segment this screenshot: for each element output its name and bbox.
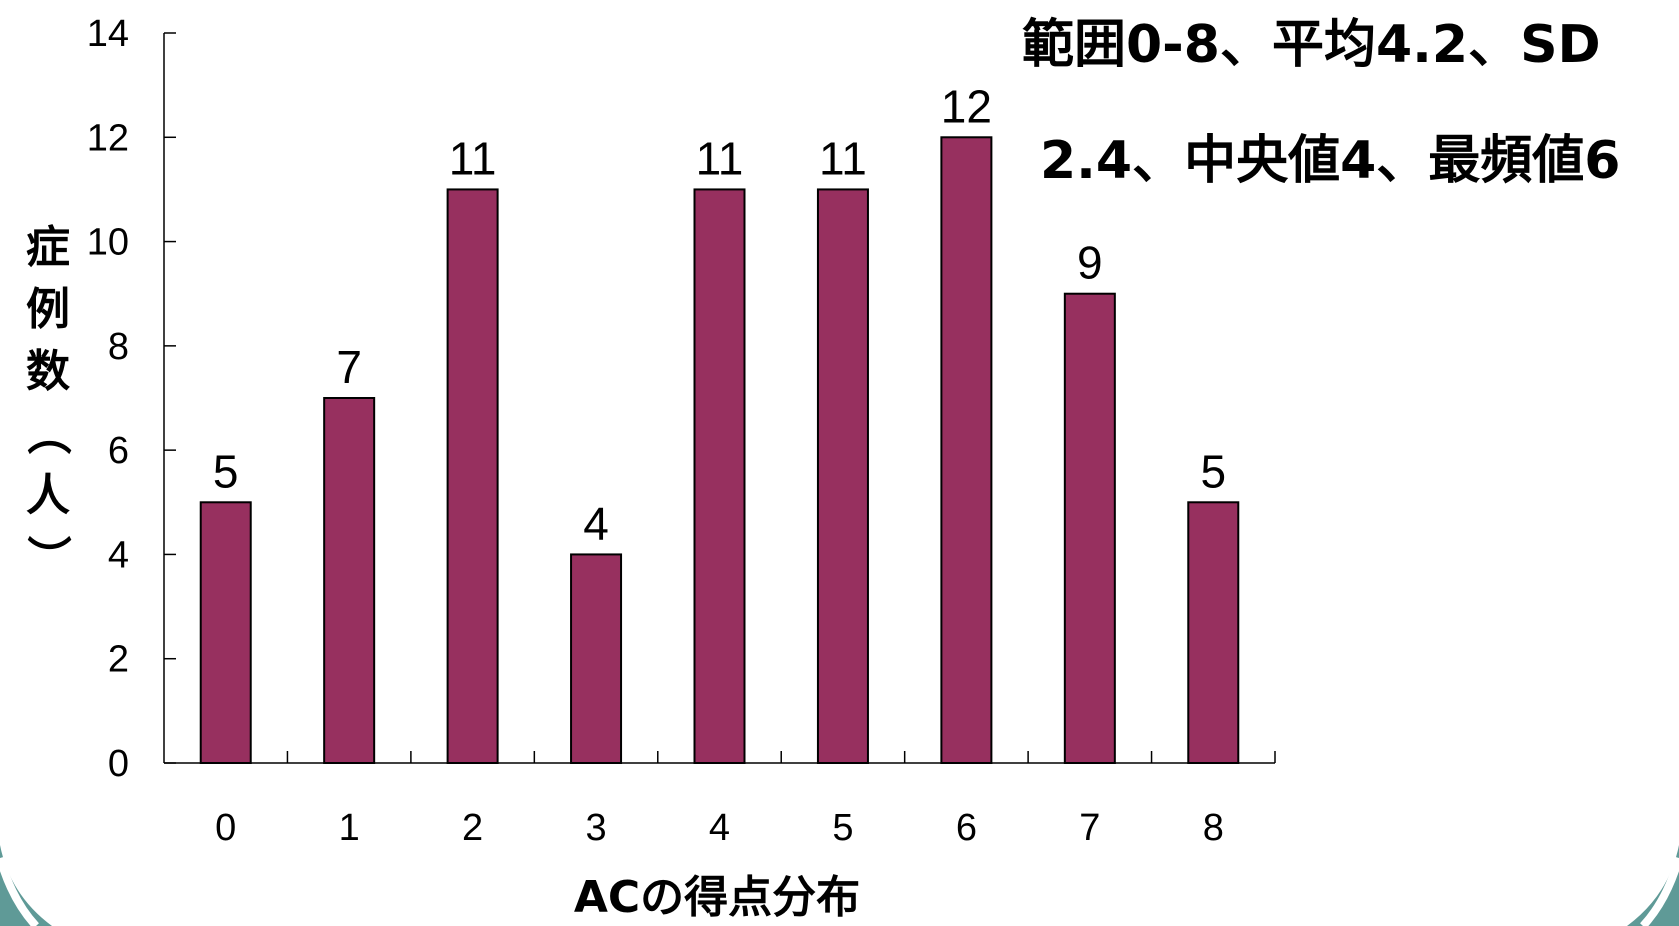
data-label: 11 bbox=[696, 132, 744, 184]
bar bbox=[199, 501, 252, 764]
bar bbox=[323, 397, 376, 764]
y-tick-label: 8 bbox=[108, 326, 129, 368]
bar bbox=[570, 553, 623, 765]
data-label: 9 bbox=[1077, 237, 1103, 289]
x-tick-label: 8 bbox=[1203, 807, 1224, 849]
bar bbox=[940, 136, 993, 765]
y-axis-title-char: 人 bbox=[26, 470, 70, 521]
axes-group bbox=[163, 33, 1275, 764]
data-label: 7 bbox=[336, 341, 362, 393]
y-tick-label: 12 bbox=[87, 117, 129, 159]
data-label: 11 bbox=[449, 132, 497, 184]
stats-annotation-line-2: 2.4、中央値4、最頻値6 bbox=[1040, 131, 1620, 191]
bar bbox=[816, 188, 869, 764]
y-tick-label: 2 bbox=[108, 639, 129, 681]
bars-group bbox=[199, 136, 1240, 765]
data-label: 11 bbox=[819, 132, 867, 184]
right-corner-arc-inner bbox=[1640, 856, 1679, 926]
data-label: 12 bbox=[941, 80, 992, 132]
bar bbox=[693, 188, 746, 764]
left-corner-arc bbox=[0, 845, 52, 926]
y-axis-title-char: 例 bbox=[26, 284, 70, 335]
x-tick-label: 6 bbox=[956, 807, 977, 849]
x-tick-label: 2 bbox=[462, 807, 483, 849]
x-axis-title: ACの得点分布 bbox=[574, 872, 860, 923]
x-tick-label: 5 bbox=[832, 807, 853, 849]
data-label: 4 bbox=[583, 497, 609, 549]
left-corner-arc-inner bbox=[0, 856, 39, 926]
x-axis-ticks: 0 1 2 3 4 5 6 7 8 bbox=[215, 751, 1276, 849]
x-tick-label: 1 bbox=[339, 807, 360, 849]
y-tick-label: 6 bbox=[108, 430, 129, 472]
right-corner-arc bbox=[1627, 845, 1679, 926]
y-tick-label: 14 bbox=[87, 13, 129, 55]
x-tick-label: 0 bbox=[215, 807, 236, 849]
y-axis-title: 症例数 （ 人 ） bbox=[22, 222, 73, 579]
y-axis-title-char: （ bbox=[22, 411, 73, 455]
y-axis-title-char: 数 bbox=[26, 346, 70, 397]
data-labels-group: 5 7 11 4 11 11 12 9 5 bbox=[213, 80, 1226, 549]
bar bbox=[1187, 501, 1240, 764]
stats-annotation-line-1: 範囲0-8、平均4.2、SD bbox=[1022, 15, 1601, 75]
x-tick-label: 3 bbox=[585, 807, 606, 849]
y-tick-label: 0 bbox=[108, 743, 129, 785]
y-tick-label: 10 bbox=[87, 222, 129, 264]
y-axis-title-char: ） bbox=[22, 535, 73, 579]
y-axis-title-char: 症 bbox=[26, 222, 70, 273]
y-axis-ticks: 0 2 4 6 8 10 12 14 bbox=[87, 13, 176, 785]
x-tick-label: 7 bbox=[1079, 807, 1100, 849]
y-tick-label: 4 bbox=[108, 534, 129, 576]
data-label: 5 bbox=[1200, 445, 1226, 497]
bar bbox=[446, 188, 499, 764]
data-label: 5 bbox=[213, 445, 239, 497]
x-tick-label: 4 bbox=[709, 807, 730, 849]
bar bbox=[1063, 292, 1116, 764]
